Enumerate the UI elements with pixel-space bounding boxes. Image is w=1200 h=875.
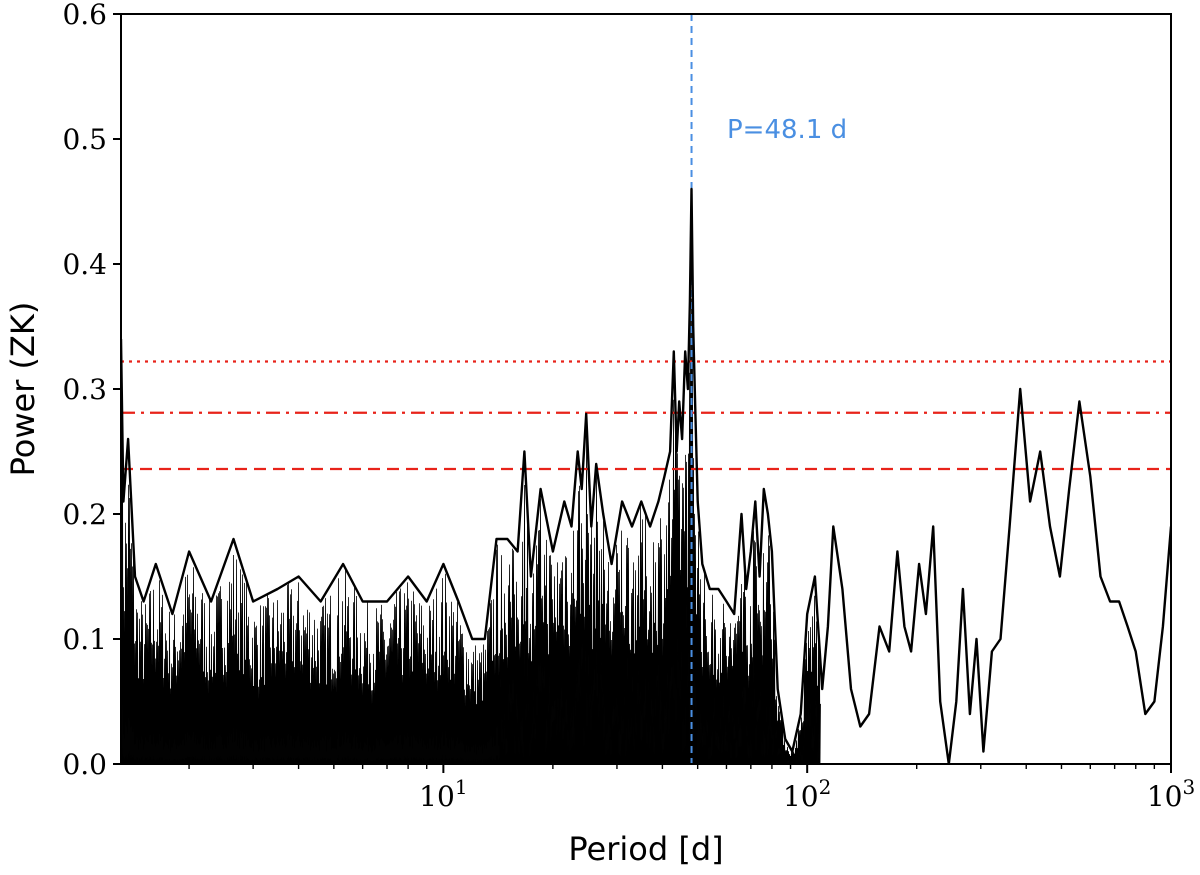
y-tick-label: 0.6 (62, 0, 107, 31)
y-axis-label: Power (ZK) (4, 302, 42, 477)
x-tick-label: 102 (783, 775, 831, 813)
periodogram-noise-band (121, 298, 821, 764)
x-tick-label: 103 (1147, 775, 1195, 813)
x-axis-label: Period [d] (568, 830, 723, 868)
y-tick-label: 0.3 (62, 373, 107, 406)
x-tick-label: 101 (419, 775, 467, 813)
y-tick-label: 0.0 (62, 748, 107, 781)
y-tick-label: 0.2 (62, 498, 107, 531)
y-tick-label: 0.1 (62, 623, 107, 656)
y-tick-label: 0.4 (62, 248, 107, 281)
periodogram-line (121, 187, 1171, 764)
peak-period-label: P=48.1 d (727, 115, 847, 145)
y-tick-label: 0.5 (62, 123, 107, 156)
